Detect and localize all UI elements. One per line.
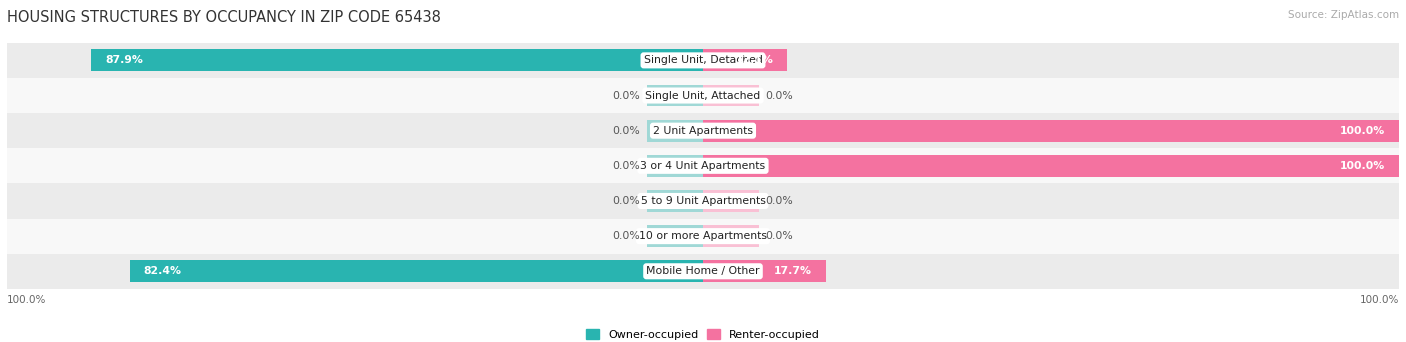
Text: Single Unit, Detached: Single Unit, Detached xyxy=(644,55,762,65)
Text: Source: ZipAtlas.com: Source: ZipAtlas.com xyxy=(1288,10,1399,20)
Text: 0.0%: 0.0% xyxy=(766,196,793,206)
Bar xyxy=(647,84,703,106)
Bar xyxy=(703,84,759,106)
Bar xyxy=(7,148,1399,183)
Text: 0.0%: 0.0% xyxy=(766,91,793,101)
Bar xyxy=(703,120,1399,142)
Bar xyxy=(703,50,787,71)
Text: HOUSING STRUCTURES BY OCCUPANCY IN ZIP CODE 65438: HOUSING STRUCTURES BY OCCUPANCY IN ZIP C… xyxy=(7,10,441,25)
Text: 0.0%: 0.0% xyxy=(613,161,640,171)
Text: 100.0%: 100.0% xyxy=(1340,161,1385,171)
Text: 2 Unit Apartments: 2 Unit Apartments xyxy=(652,126,754,136)
Text: 17.7%: 17.7% xyxy=(775,266,813,276)
Text: 3 or 4 Unit Apartments: 3 or 4 Unit Apartments xyxy=(641,161,765,171)
Bar xyxy=(7,78,1399,113)
Bar xyxy=(647,120,703,142)
Text: 0.0%: 0.0% xyxy=(613,231,640,241)
Bar xyxy=(91,50,703,71)
Text: 87.9%: 87.9% xyxy=(105,55,143,65)
Bar xyxy=(7,183,1399,219)
Bar xyxy=(703,225,759,247)
Text: 0.0%: 0.0% xyxy=(613,126,640,136)
Bar xyxy=(647,190,703,212)
Text: 100.0%: 100.0% xyxy=(7,295,46,305)
Bar xyxy=(7,219,1399,254)
Text: 5 to 9 Unit Apartments: 5 to 9 Unit Apartments xyxy=(641,196,765,206)
Text: 82.4%: 82.4% xyxy=(143,266,181,276)
Text: 0.0%: 0.0% xyxy=(613,196,640,206)
Bar xyxy=(647,225,703,247)
Text: 0.0%: 0.0% xyxy=(613,91,640,101)
Text: Mobile Home / Other: Mobile Home / Other xyxy=(647,266,759,276)
Bar xyxy=(7,43,1399,78)
Text: 100.0%: 100.0% xyxy=(1360,295,1399,305)
Text: 0.0%: 0.0% xyxy=(766,231,793,241)
Bar xyxy=(703,190,759,212)
Text: 100.0%: 100.0% xyxy=(1340,126,1385,136)
Bar xyxy=(7,113,1399,148)
Bar xyxy=(7,254,1399,289)
Text: Single Unit, Attached: Single Unit, Attached xyxy=(645,91,761,101)
Bar xyxy=(703,155,1399,177)
Text: 12.1%: 12.1% xyxy=(735,55,773,65)
Bar xyxy=(647,155,703,177)
Text: 10 or more Apartments: 10 or more Apartments xyxy=(638,231,768,241)
Bar xyxy=(129,260,703,282)
Legend: Owner-occupied, Renter-occupied: Owner-occupied, Renter-occupied xyxy=(581,325,825,342)
Bar xyxy=(703,260,827,282)
